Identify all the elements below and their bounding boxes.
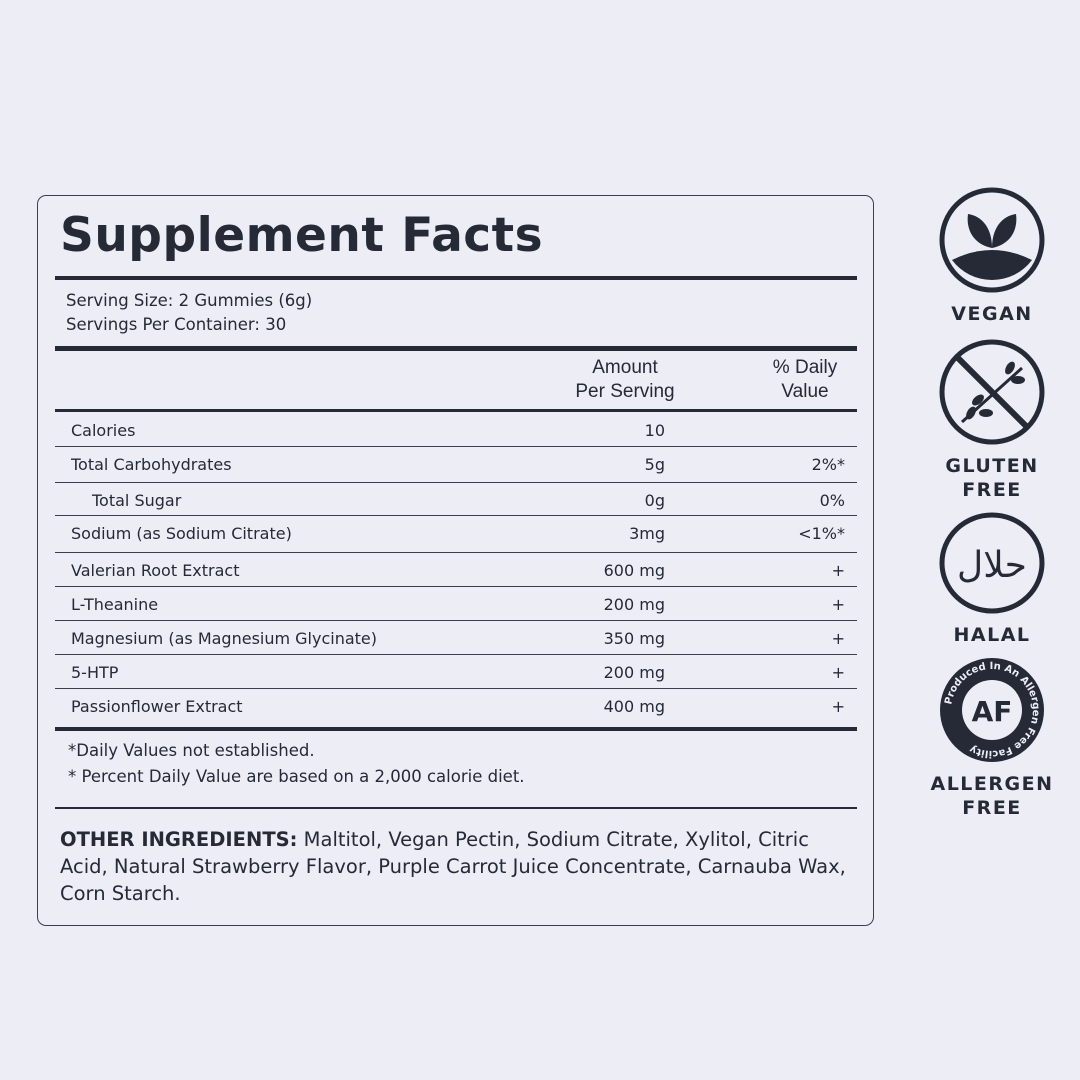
divider <box>55 409 857 412</box>
daily-value: 2%* <box>811 455 845 474</box>
amount-per-serving: 600 mg <box>603 561 665 580</box>
row-divider <box>55 514 857 516</box>
row-divider <box>55 585 857 587</box>
badge-label: HALAL <box>953 624 1031 646</box>
daily-value: <1%* <box>798 524 845 543</box>
amount-per-serving: 400 mg <box>603 697 665 716</box>
table-row: Total Sugar 0g 0% <box>55 483 857 516</box>
gluten-free-icon <box>939 339 1045 445</box>
table-row: Valerian Root Extract 600 mg + <box>55 553 857 587</box>
footnote: *Daily Values not established. <box>68 741 315 760</box>
badge-halal: حلال HALAL <box>932 511 1052 647</box>
table-row: Magnesium (as Magnesium Glycinate) 350 mg… <box>55 621 857 655</box>
amount-per-serving: 5g <box>644 455 665 474</box>
daily-value: + <box>831 595 845 614</box>
row-divider <box>55 445 857 447</box>
allergen-free-icon: AF Produced In An Allergen Free Facility <box>940 658 1044 762</box>
nutrient-name: Valerian Root Extract <box>71 561 240 580</box>
badge-label: VEGAN <box>951 303 1033 325</box>
row-divider <box>55 687 857 689</box>
amount-per-serving: 3mg <box>629 524 665 543</box>
table-row: Total Carbohydrates 5g 2%* <box>55 447 857 483</box>
nutrient-name: Sodium (as Sodium Citrate) <box>71 524 292 543</box>
amount-per-serving: 0g <box>644 491 665 510</box>
badge-vegan: VEGAN <box>932 186 1052 326</box>
nutrient-name: Total Sugar <box>92 491 182 510</box>
daily-value: + <box>831 561 845 580</box>
divider <box>55 727 857 731</box>
nutrient-name: Magnesium (as Magnesium Glycinate) <box>71 629 378 648</box>
page-title: Supplement Facts <box>60 208 544 263</box>
table-row: L-Theanine 200 mg + <box>55 587 857 621</box>
row-divider <box>55 653 857 655</box>
table-row: Calories 10 <box>55 413 857 447</box>
row-divider <box>55 481 857 483</box>
divider <box>55 346 857 351</box>
nutrient-name: Total Carbohydrates <box>71 455 232 474</box>
footnote: * Percent Daily Value are based on a 2,0… <box>68 767 525 786</box>
daily-value: + <box>831 629 845 648</box>
dv-header-line: % Daily <box>772 357 838 378</box>
row-divider <box>55 619 857 621</box>
halal-logo-text: حلال <box>957 545 1027 586</box>
nutrient-name: Passionflower Extract <box>71 697 243 716</box>
af-logo-text: AF <box>972 695 1013 728</box>
amount-header: Amount Per Serving <box>545 356 705 404</box>
badge-label: GLUTEN FREE <box>945 455 1039 501</box>
divider <box>55 807 857 809</box>
table-row: 5-HTP 200 mg + <box>55 655 857 689</box>
amount-per-serving: 200 mg <box>603 663 665 682</box>
badge-allergen-free: AF Produced In An Allergen Free Facility… <box>930 656 1052 820</box>
daily-value: + <box>831 697 845 716</box>
badge-gluten-free: GLUTEN FREE <box>932 338 1052 502</box>
nutrient-name: Calories <box>71 421 136 440</box>
amount-per-serving: 350 mg <box>603 629 665 648</box>
divider <box>55 276 857 280</box>
table-row: Sodium (as Sodium Citrate) 3mg <1%* <box>55 516 857 553</box>
daily-value: + <box>831 663 845 682</box>
amount-per-serving: 10 <box>644 421 665 440</box>
badge-label: ALLERGEN FREE <box>930 773 1054 819</box>
halal-icon: حلال <box>939 512 1045 614</box>
dv-header: % Daily Value <box>740 356 870 404</box>
amount-header-line: Amount <box>592 357 658 378</box>
nutrient-name: L-Theanine <box>71 595 159 614</box>
amount-header-line: Per Serving <box>575 381 675 402</box>
dv-header-line: Value <box>781 381 829 402</box>
table-row: Passionflower Extract 400 mg + <box>55 689 857 727</box>
other-ingredients: OTHER INGREDIENTS: Maltitol, Vegan Pecti… <box>60 826 860 907</box>
serving-size: Serving Size: 2 Gummies (6g) <box>66 291 313 310</box>
amount-per-serving: 200 mg <box>603 595 665 614</box>
vegan-leaf-icon <box>939 187 1045 293</box>
row-divider <box>55 551 857 553</box>
nutrient-name: 5-HTP <box>71 663 119 682</box>
servings-per-container: Servings Per Container: 30 <box>66 315 287 334</box>
supplement-facts-panel <box>37 195 874 926</box>
other-ingredients-text: Maltitol, Vegan Pectin, Sodium Citrate, … <box>60 828 846 905</box>
other-ingredients-label: OTHER INGREDIENTS: <box>60 828 298 851</box>
daily-value: 0% <box>819 491 845 510</box>
